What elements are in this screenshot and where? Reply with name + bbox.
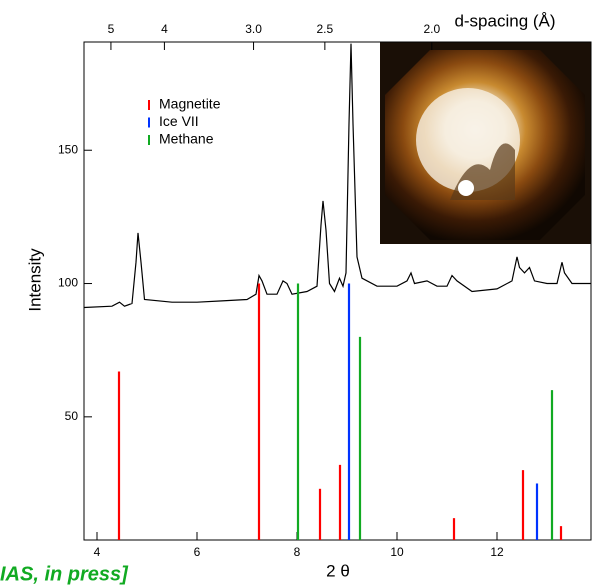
x-tick-label: 4 [94,545,101,559]
x-axis-label: 2 θ [326,561,350,580]
legend-label: Methane [159,131,214,147]
x-tick-label: 10 [390,545,404,559]
y-tick-label: 100 [58,276,78,290]
y-tick-label: 50 [65,409,79,423]
x2-axis-label: d-spacing (Å) [454,11,555,30]
x-tick-label: 8 [294,545,301,559]
y-axis-label: Intensity [25,248,44,312]
x-tick-label: 6 [194,545,201,559]
y-tick-label: 150 [58,142,78,156]
photo-inset [380,42,591,244]
legend-label: Magnetite [159,96,221,112]
citation-note: IAS, in press] [0,563,129,585]
x2-tick-label: 2.0 [423,22,440,36]
x2-tick-label: 5 [108,22,115,36]
x-tick-label: 12 [490,545,504,559]
pattern-line [83,43,591,309]
x2-tick-label: 2.5 [317,22,334,36]
legend-label: Ice VII [159,113,199,129]
x2-tick-label: 4 [161,22,168,36]
plot-frame [83,41,592,541]
x2-tick-label: 3.0 [245,22,262,36]
